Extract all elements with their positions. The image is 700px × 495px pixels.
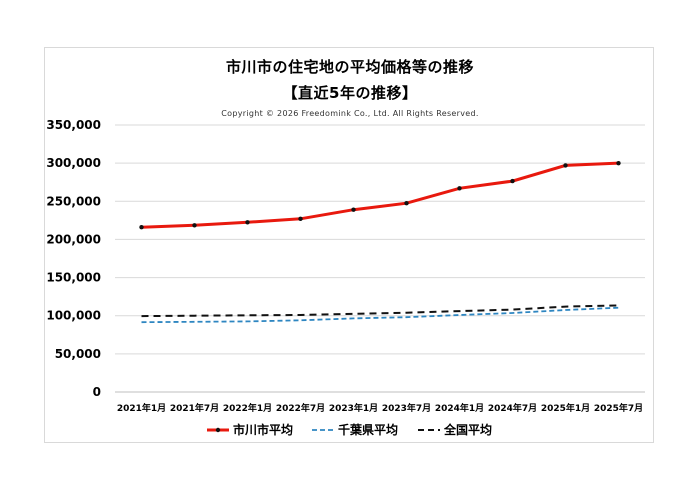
y-tick-label: 50,000 — [55, 347, 101, 361]
data-point — [139, 225, 144, 230]
x-tick-label: 2022年7月 — [276, 402, 325, 414]
x-tick-label: 2025年7月 — [594, 402, 643, 414]
x-tick-label: 2025年1月 — [541, 402, 590, 414]
legend-label: 全国平均 — [443, 422, 492, 437]
x-tick-label: 2023年7月 — [382, 402, 431, 414]
y-tick-label: 150,000 — [46, 271, 101, 285]
y-tick-label: 250,000 — [46, 194, 101, 208]
series-line-1 — [141, 161, 619, 229]
data-point — [457, 186, 462, 191]
x-tick-label: 2024年7月 — [488, 402, 537, 414]
y-tick-label: 100,000 — [46, 309, 101, 323]
data-point — [616, 160, 621, 166]
chart-subtitle: 【直近5年の推移】 — [282, 84, 418, 102]
legend-label: 千葉県平均 — [338, 422, 398, 437]
x-tick-label: 2021年7月 — [170, 402, 219, 414]
data-point — [245, 220, 250, 225]
data-point — [192, 223, 197, 228]
y-tick-label: 300,000 — [46, 156, 101, 170]
x-tick-label: 2024年1月 — [435, 402, 484, 414]
y-tick-label: 0 — [93, 385, 101, 399]
data-point — [510, 178, 515, 184]
series-line-2 — [141, 306, 619, 324]
copyright-notice: Copyright © 2026 Freedomink Co., Ltd. Al… — [221, 109, 479, 118]
data-point — [563, 163, 568, 168]
data-point — [404, 200, 409, 206]
legend-label: 市川市平均 — [233, 422, 293, 437]
x-tick-label: 2021年1月 — [117, 402, 166, 414]
x-tick-label: 2023年1月 — [329, 402, 378, 414]
chart-frame — [44, 47, 654, 443]
data-point — [351, 207, 356, 212]
data-point — [298, 216, 303, 222]
x-tick-label: 2022年1月 — [223, 402, 272, 414]
chart-title: 市川市の住宅地の平均価格等の推移 — [225, 58, 474, 76]
y-tick-label: 200,000 — [46, 232, 101, 246]
y-tick-label: 350,000 — [46, 118, 101, 132]
legend-marker — [215, 427, 221, 433]
series-line-3 — [141, 304, 619, 318]
